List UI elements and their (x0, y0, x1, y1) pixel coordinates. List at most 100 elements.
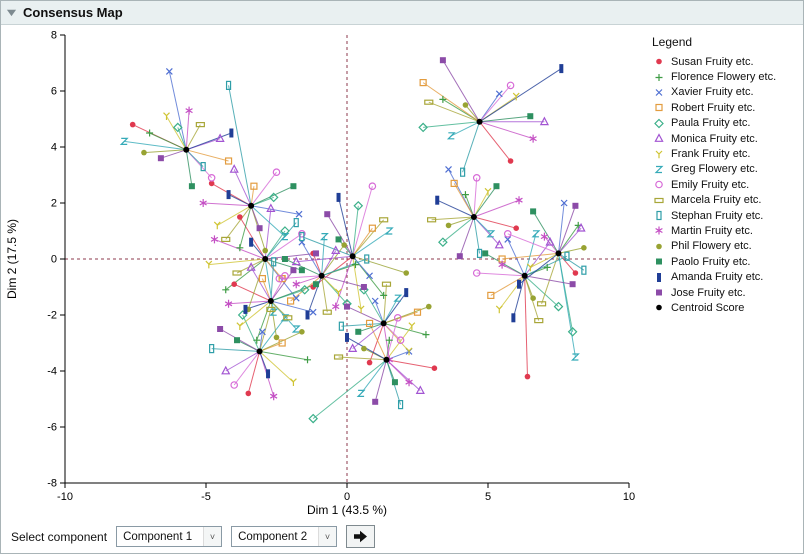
data-point[interactable] (564, 251, 570, 261)
data-point[interactable] (299, 232, 305, 242)
data-point[interactable] (539, 116, 549, 126)
consensus-plot[interactable]: -10 -5 0 5 10 -8 -6 -4 -2 0 2 4 6 8 Dim 1 (43.5 %) Dim … (3, 25, 651, 523)
data-point[interactable] (391, 379, 398, 386)
data-point[interactable] (237, 214, 243, 220)
data-point[interactable] (249, 237, 254, 247)
data-point[interactable] (431, 365, 438, 372)
series-marcela-fruity-etc-[interactable] (195, 99, 547, 360)
data-point[interactable] (503, 230, 512, 238)
centroid-point[interactable] (349, 253, 356, 260)
data-point[interactable] (450, 179, 458, 187)
data-point[interactable] (364, 254, 370, 264)
data-point[interactable] (269, 308, 279, 316)
data-point[interactable] (384, 227, 394, 235)
data-point[interactable] (269, 392, 278, 401)
data-point[interactable] (517, 279, 522, 289)
data-point[interactable] (438, 237, 448, 248)
data-point[interactable] (324, 211, 331, 218)
data-point[interactable] (172, 122, 183, 133)
data-point[interactable] (333, 354, 344, 360)
data-point[interactable] (319, 233, 329, 241)
data-point[interactable] (380, 291, 388, 299)
data-point[interactable] (559, 64, 564, 74)
data-point[interactable] (250, 182, 258, 190)
data-point[interactable] (353, 200, 364, 211)
data-point[interactable] (256, 225, 263, 232)
data-point[interactable] (268, 192, 279, 203)
data-point[interactable] (361, 345, 367, 352)
data-point[interactable] (553, 301, 564, 312)
data-point[interactable] (312, 250, 319, 257)
data-point[interactable] (283, 315, 293, 321)
data-point[interactable] (348, 343, 358, 352)
data-point[interactable] (157, 155, 164, 162)
data-point[interactable] (366, 359, 373, 366)
data-point[interactable] (422, 331, 430, 339)
legend-item-martin-fruity-etc-[interactable]: Martin Fruity etc. (652, 223, 802, 238)
data-point[interactable] (226, 190, 231, 200)
data-point[interactable] (355, 328, 362, 335)
data-point[interactable] (484, 187, 492, 196)
data-point[interactable] (351, 261, 359, 269)
legend-item-phil-flowery-etc-[interactable]: Phil Flowery etc. (652, 239, 802, 254)
data-point[interactable] (304, 356, 312, 364)
data-point[interactable] (456, 253, 463, 260)
data-point[interactable] (445, 165, 452, 173)
data-point[interactable] (396, 336, 405, 345)
data-point[interactable] (208, 180, 215, 187)
centroid-point[interactable] (183, 146, 190, 153)
chevron-down-icon[interactable]: ˅ (318, 527, 337, 546)
data-point[interactable] (336, 192, 341, 202)
data-point[interactable] (185, 106, 193, 115)
data-point[interactable] (221, 236, 231, 242)
data-point[interactable] (224, 299, 233, 308)
data-point[interactable] (229, 164, 239, 173)
chevron-down-icon[interactable]: ˅ (203, 527, 222, 546)
data-point[interactable] (472, 174, 481, 182)
data-point[interactable] (418, 122, 428, 133)
data-point[interactable] (338, 321, 344, 331)
centroid-point[interactable] (476, 118, 483, 125)
data-point[interactable] (217, 326, 224, 332)
data-point[interactable] (322, 309, 332, 315)
legend-item-florence-flowery-etc-[interactable]: Florence Flowery etc. (652, 69, 802, 84)
data-point[interactable] (345, 332, 349, 342)
data-point[interactable] (513, 225, 519, 231)
data-point[interactable] (293, 218, 299, 228)
centroid-points[interactable] (183, 118, 562, 363)
series-susan-fruity-etc-[interactable] (129, 121, 579, 397)
data-point[interactable] (165, 67, 173, 75)
data-point[interactable] (215, 133, 225, 142)
data-point[interactable] (243, 304, 248, 314)
data-point[interactable] (298, 230, 306, 238)
legend-item-xavier-fruity-etc-[interactable]: Xavier Fruity etc. (652, 85, 802, 100)
data-point[interactable] (305, 310, 310, 320)
data-point[interactable] (200, 162, 206, 172)
data-point[interactable] (424, 99, 434, 105)
legend-item-paolo-fruity-etc-[interactable]: Paolo Fruity etc. (652, 254, 802, 269)
data-point[interactable] (545, 236, 555, 246)
data-point[interactable] (275, 274, 284, 283)
data-point[interactable] (372, 398, 379, 405)
legend-item-marcela-fruity-etc-[interactable]: Marcela Fruity etc. (652, 193, 802, 208)
legend-item-jose-fruity-etc-[interactable]: Jose Fruity etc. (652, 285, 802, 300)
data-point[interactable] (425, 303, 432, 310)
legend-item-susan-fruity-etc-[interactable]: Susan Fruity etc. (652, 54, 802, 69)
data-point[interactable] (205, 260, 213, 269)
component-1-select[interactable]: Component 1 ˅ (116, 526, 223, 547)
data-point[interactable] (266, 369, 271, 379)
data-point[interactable] (195, 121, 205, 128)
data-point[interactable] (360, 284, 367, 290)
data-point[interactable] (507, 158, 514, 164)
data-point[interactable] (245, 390, 252, 397)
data-point[interactable] (312, 281, 319, 288)
series-greg-flowery-etc-[interactable] (119, 132, 580, 397)
data-point[interactable] (262, 247, 269, 254)
data-point[interactable] (273, 334, 280, 341)
series-jose-fruity-etc-[interactable] (157, 57, 579, 405)
data-point[interactable] (405, 378, 413, 387)
data-point[interactable] (512, 92, 520, 101)
data-point[interactable] (379, 217, 389, 223)
data-point[interactable] (495, 90, 503, 98)
data-point[interactable] (207, 174, 216, 182)
